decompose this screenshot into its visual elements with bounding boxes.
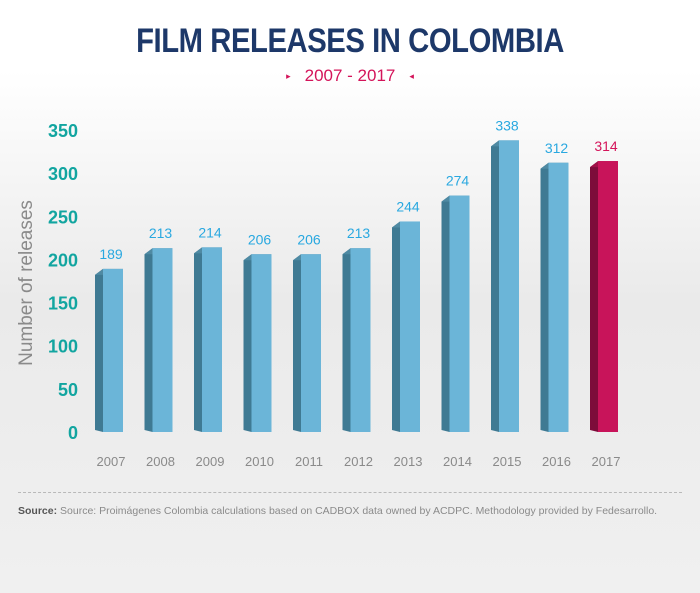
bar [243,254,272,432]
bar-side [540,162,549,432]
y-tick-label: 0 [68,423,78,443]
bar-front [251,254,272,432]
bar-side [243,254,252,432]
bar-side [293,254,301,432]
y-tick-label: 200 [48,250,78,270]
source-label: Source: [18,505,58,517]
bar [144,248,173,432]
bar-front [400,221,420,432]
value-label: 213 [347,225,371,241]
bar-front [202,247,222,432]
bar [590,161,618,432]
x-tick-label: 2015 [493,454,522,469]
bar-side [144,248,153,432]
value-label: 214 [198,224,222,240]
bar-front [103,268,123,432]
chart-subtitle: ▸ 2007 - 2017 ◂ [0,66,700,86]
x-tick-label: 2010 [245,454,274,469]
y-axis-ticks: 0 50 100 150 200 250 300 350 [48,121,78,443]
x-tick-label: 2009 [196,454,225,469]
y-tick-label: 50 [58,380,78,400]
value-label: 314 [594,138,618,154]
bar-side [590,161,598,432]
footer-divider [18,492,682,493]
x-axis-ticks: 2007 2008 2009 2010 2011 2012 2013 2014 2015 2016… [97,454,621,469]
bar-front [499,140,519,432]
bar [392,221,420,432]
bar-side [392,221,400,432]
x-tick-label: 2008 [146,454,175,469]
chart-title: FILM RELEASES IN COLOMBIA [136,22,564,60]
subtitle-text: 2007 - 2017 [304,66,396,85]
y-axis-label: Number of releases [16,200,37,366]
bar-front [301,254,321,432]
x-tick-label: 2016 [542,454,571,469]
bars-group [95,140,618,432]
bar-side [491,140,499,432]
left-triangle-icon: ◂ [409,71,414,82]
x-tick-label: 2012 [344,454,373,469]
source-text: Source: Proimágenes Colombia calculation… [60,505,658,517]
value-label: 274 [446,173,470,189]
value-label: 189 [99,246,123,262]
bar-side [441,195,450,432]
bar-side [342,248,351,432]
x-tick-label: 2013 [394,454,423,469]
y-tick-label: 100 [48,337,78,357]
x-tick-label: 2007 [97,454,126,469]
bar [293,254,321,432]
bar-front [598,161,618,432]
bar [491,140,519,432]
x-tick-label: 2017 [592,454,621,469]
bar-side [194,247,202,432]
value-label: 338 [495,117,519,133]
y-tick-label: 250 [48,207,78,227]
bar [194,247,222,432]
value-labels: 189 213 214 206 206 213 244 274 338 312 314 [99,117,618,262]
value-label: 312 [545,140,569,156]
y-tick-label: 150 [48,294,78,314]
bar-side [95,268,103,432]
bar [540,162,569,432]
value-label: 206 [297,231,321,247]
y-tick-label: 350 [48,121,78,141]
bar-front [449,195,470,432]
bar [95,268,123,432]
bar-front [548,162,569,432]
value-label: 244 [396,198,420,214]
y-tick-label: 300 [48,164,78,184]
bar-front [152,248,173,432]
bar [342,248,371,432]
bar-chart: Number of releases 0 50 100 150 200 250 300 350… [16,117,621,469]
value-label: 213 [149,225,173,241]
right-triangle-icon: ▸ [286,71,291,82]
value-label: 206 [248,231,272,247]
bar [441,195,470,432]
x-tick-label: 2011 [295,454,323,469]
x-tick-label: 2014 [443,454,472,469]
bar-front [350,248,371,432]
source-note: Source: Source: Proimágenes Colombia cal… [18,505,688,517]
